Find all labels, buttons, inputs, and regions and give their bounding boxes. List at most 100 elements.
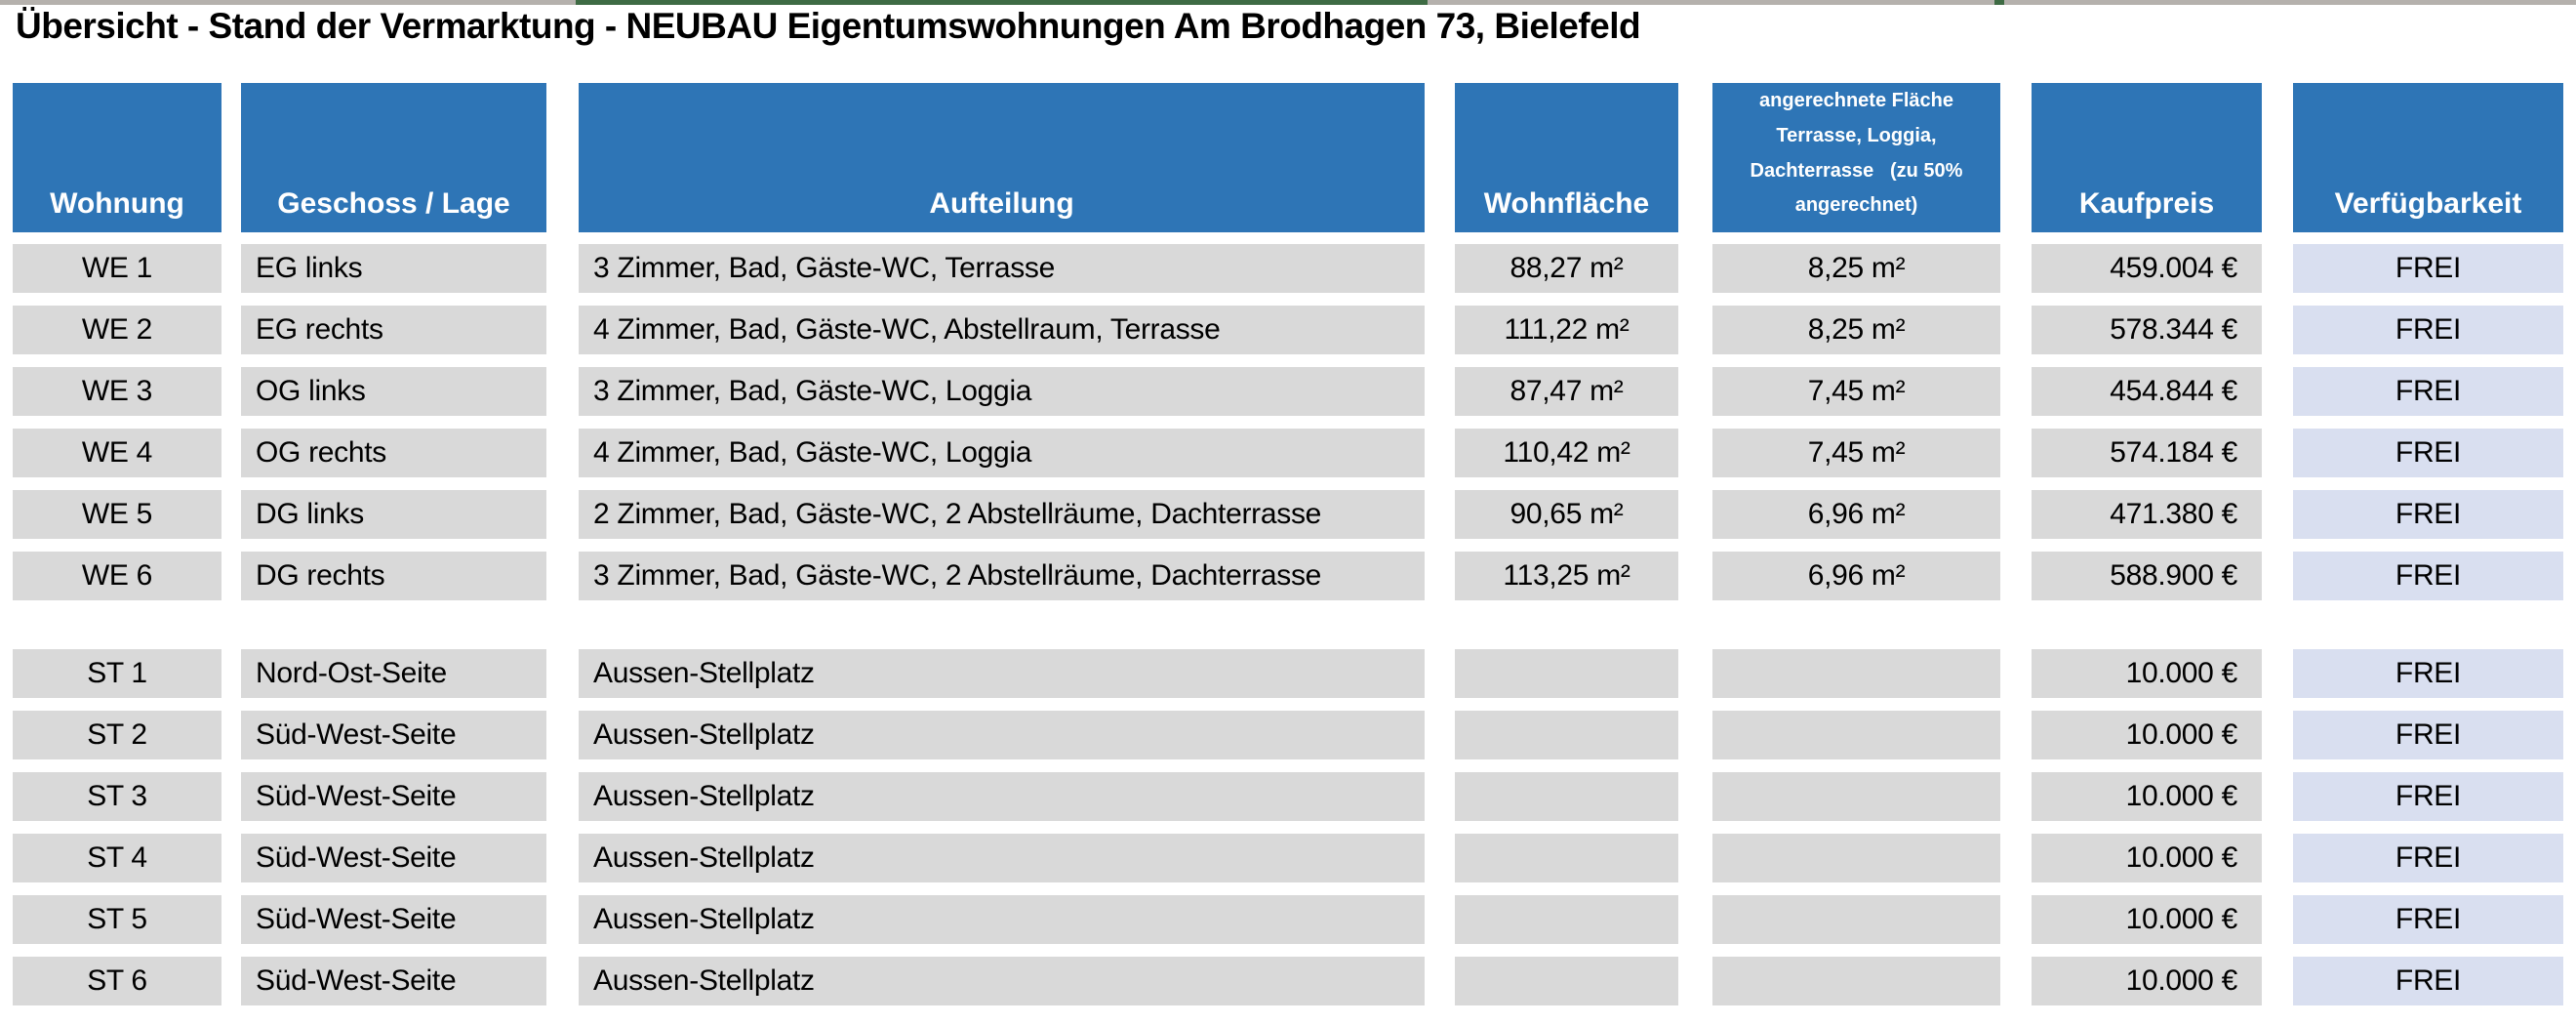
page-title: Übersicht - Stand der Vermarktung - NEUB… xyxy=(16,6,1641,46)
cell-wohnung: ST 5 xyxy=(13,895,221,944)
window-top-edge xyxy=(0,0,2576,5)
cell-geschoss-lage: Süd-West-Seite xyxy=(241,895,546,944)
status-badge-verfuegbarkeit: FREI xyxy=(2293,772,2563,821)
cell-geschoss-lage: EG links xyxy=(241,244,546,293)
table-row-st4: ST 4 Süd-West-Seite Aussen-Stellplatz 10… xyxy=(13,834,2563,882)
cell-wohnung: ST 4 xyxy=(13,834,221,882)
status-badge-verfuegbarkeit: FREI xyxy=(2293,649,2563,698)
table-row-we6: WE 6 DG rechts 3 Zimmer, Bad, Gäste-WC, … xyxy=(13,552,2563,600)
cell-wohnflaeche xyxy=(1455,711,1678,759)
status-badge-verfuegbarkeit: FREI xyxy=(2293,895,2563,944)
table-row-st3: ST 3 Süd-West-Seite Aussen-Stellplatz 10… xyxy=(13,772,2563,821)
status-badge-verfuegbarkeit: FREI xyxy=(2293,367,2563,416)
cell-wohnung: ST 3 xyxy=(13,772,221,821)
table-row-st2: ST 2 Süd-West-Seite Aussen-Stellplatz 10… xyxy=(13,711,2563,759)
cell-aufteilung: Aussen-Stellplatz xyxy=(579,649,1425,698)
window-top-edge-green-segment xyxy=(576,0,1428,5)
cell-kaufpreis: 459.004 € xyxy=(2032,244,2262,293)
cell-kaufpreis: 10.000 € xyxy=(2032,957,2262,1005)
cell-aufteilung: Aussen-Stellplatz xyxy=(579,711,1425,759)
cell-angerechnete-flaeche: 6,96 m² xyxy=(1712,490,2000,539)
header-verfuegbarkeit: Verfügbarkeit xyxy=(2293,83,2563,232)
cell-wohnflaeche xyxy=(1455,834,1678,882)
cell-kaufpreis: 471.380 € xyxy=(2032,490,2262,539)
cell-kaufpreis: 10.000 € xyxy=(2032,772,2262,821)
cell-aufteilung: Aussen-Stellplatz xyxy=(579,834,1425,882)
cell-angerechnete-flaeche xyxy=(1712,711,2000,759)
cell-wohnflaeche: 87,47 m² xyxy=(1455,367,1678,416)
header-kaufpreis: Kaufpreis xyxy=(2032,83,2262,232)
cell-wohnflaeche xyxy=(1455,772,1678,821)
table-row-we1: WE 1 EG links 3 Zimmer, Bad, Gäste-WC, T… xyxy=(13,244,2563,293)
status-badge-verfuegbarkeit: FREI xyxy=(2293,306,2563,354)
table-row-we4: WE 4 OG rechts 4 Zimmer, Bad, Gäste-WC, … xyxy=(13,429,2563,477)
cell-aufteilung: 3 Zimmer, Bad, Gäste-WC, 2 Abstellräume,… xyxy=(579,552,1425,600)
cell-wohnung: ST 2 xyxy=(13,711,221,759)
cell-kaufpreis: 10.000 € xyxy=(2032,711,2262,759)
table-row-st1: ST 1 Nord-Ost-Seite Aussen-Stellplatz 10… xyxy=(13,649,2563,698)
table-row-st5: ST 5 Süd-West-Seite Aussen-Stellplatz 10… xyxy=(13,895,2563,944)
cell-geschoss-lage: Süd-West-Seite xyxy=(241,711,546,759)
header-angerechnete-flaeche-line: Terrasse, Loggia, xyxy=(1776,124,1937,146)
cell-angerechnete-flaeche xyxy=(1712,772,2000,821)
window-top-edge-green-tick xyxy=(1994,0,2004,5)
cell-wohnung: WE 6 xyxy=(13,552,221,600)
cell-geschoss-lage: Süd-West-Seite xyxy=(241,834,546,882)
cell-wohnflaeche: 90,65 m² xyxy=(1455,490,1678,539)
cell-aufteilung: 2 Zimmer, Bad, Gäste-WC, 2 Abstellräume,… xyxy=(579,490,1425,539)
cell-kaufpreis: 588.900 € xyxy=(2032,552,2262,600)
cell-geschoss-lage: OG links xyxy=(241,367,546,416)
cell-wohnflaeche: 113,25 m² xyxy=(1455,552,1678,600)
header-angerechnete-flaeche-line: angerechnete Fläche xyxy=(1759,90,1953,112)
cell-geschoss-lage: Süd-West-Seite xyxy=(241,957,546,1005)
header-wohnung: Wohnung xyxy=(13,83,221,232)
cell-aufteilung: Aussen-Stellplatz xyxy=(579,895,1425,944)
cell-angerechnete-flaeche xyxy=(1712,649,2000,698)
header-angerechnete-flaeche-line: Dachterrasse (zu 50% xyxy=(1750,159,1963,182)
cell-angerechnete-flaeche: 7,45 m² xyxy=(1712,429,2000,477)
header-angerechnete-flaeche-line: angerechnet) xyxy=(1794,194,1918,217)
cell-aufteilung: 3 Zimmer, Bad, Gäste-WC, Loggia xyxy=(579,367,1425,416)
cell-kaufpreis: 10.000 € xyxy=(2032,649,2262,698)
cell-geschoss-lage: EG rechts xyxy=(241,306,546,354)
cell-aufteilung: Aussen-Stellplatz xyxy=(579,957,1425,1005)
group-spacer xyxy=(13,613,2563,649)
cell-angerechnete-flaeche: 8,25 m² xyxy=(1712,306,2000,354)
cell-wohnflaeche: 111,22 m² xyxy=(1455,306,1678,354)
table-row-we5: WE 5 DG links 2 Zimmer, Bad, Gäste-WC, 2… xyxy=(13,490,2563,539)
cell-aufteilung: Aussen-Stellplatz xyxy=(579,772,1425,821)
cell-wohnflaeche xyxy=(1455,957,1678,1005)
cell-geschoss-lage: Süd-West-Seite xyxy=(241,772,546,821)
cell-aufteilung: 3 Zimmer, Bad, Gäste-WC, Terrasse xyxy=(579,244,1425,293)
cell-angerechnete-flaeche xyxy=(1712,834,2000,882)
cell-wohnung: WE 3 xyxy=(13,367,221,416)
cell-geschoss-lage: Nord-Ost-Seite xyxy=(241,649,546,698)
cell-aufteilung: 4 Zimmer, Bad, Gäste-WC, Abstellraum, Te… xyxy=(579,306,1425,354)
vermarktung-table: Wohnung Geschoss / Lage Aufteilung Wohnf… xyxy=(13,83,2563,1018)
cell-aufteilung: 4 Zimmer, Bad, Gäste-WC, Loggia xyxy=(579,429,1425,477)
table-row-st6: ST 6 Süd-West-Seite Aussen-Stellplatz 10… xyxy=(13,957,2563,1005)
status-badge-verfuegbarkeit: FREI xyxy=(2293,490,2563,539)
cell-wohnflaeche xyxy=(1455,649,1678,698)
cell-angerechnete-flaeche: 8,25 m² xyxy=(1712,244,2000,293)
status-badge-verfuegbarkeit: FREI xyxy=(2293,552,2563,600)
cell-geschoss-lage: DG rechts xyxy=(241,552,546,600)
status-badge-verfuegbarkeit: FREI xyxy=(2293,711,2563,759)
table-row-we2: WE 2 EG rechts 4 Zimmer, Bad, Gäste-WC, … xyxy=(13,306,2563,354)
cell-kaufpreis: 454.844 € xyxy=(2032,367,2262,416)
header-angerechnete-flaeche: angerechnete Fläche Terrasse, Loggia, Da… xyxy=(1712,83,2000,232)
cell-wohnflaeche: 110,42 m² xyxy=(1455,429,1678,477)
cell-kaufpreis: 574.184 € xyxy=(2032,429,2262,477)
cell-geschoss-lage: OG rechts xyxy=(241,429,546,477)
cell-wohnflaeche: 88,27 m² xyxy=(1455,244,1678,293)
header-wohnflaeche: Wohnfläche xyxy=(1455,83,1678,232)
status-badge-verfuegbarkeit: FREI xyxy=(2293,244,2563,293)
status-badge-verfuegbarkeit: FREI xyxy=(2293,834,2563,882)
cell-kaufpreis: 10.000 € xyxy=(2032,834,2262,882)
cell-angerechnete-flaeche: 7,45 m² xyxy=(1712,367,2000,416)
header-aufteilung: Aufteilung xyxy=(579,83,1425,232)
cell-angerechnete-flaeche: 6,96 m² xyxy=(1712,552,2000,600)
cell-kaufpreis: 578.344 € xyxy=(2032,306,2262,354)
cell-angerechnete-flaeche xyxy=(1712,895,2000,944)
cell-angerechnete-flaeche xyxy=(1712,957,2000,1005)
